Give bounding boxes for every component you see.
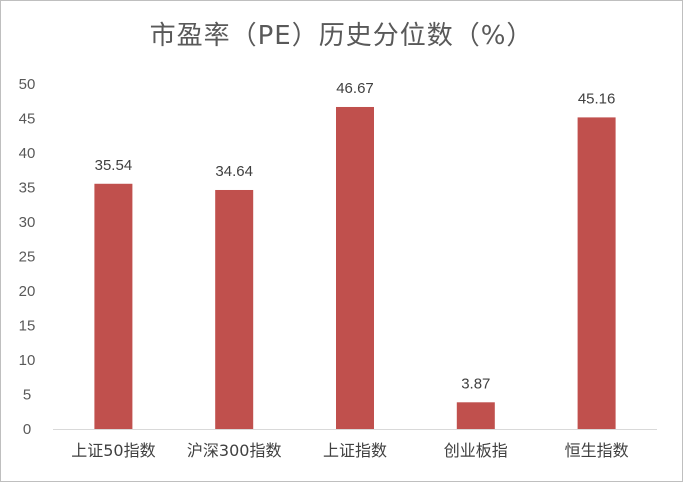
bar bbox=[336, 106, 374, 430]
bar bbox=[577, 117, 616, 430]
category-label: 创业板指 bbox=[444, 441, 508, 460]
y-tick-label: 35 bbox=[19, 180, 36, 197]
category-label: 上证指数 bbox=[323, 441, 387, 460]
y-tick-label: 0 bbox=[23, 421, 31, 438]
y-tick-label: 30 bbox=[19, 214, 36, 231]
category-label: 恒生指数 bbox=[565, 441, 629, 460]
y-tick-label: 40 bbox=[19, 145, 36, 162]
y-tick-label: 50 bbox=[19, 76, 36, 93]
bar bbox=[456, 402, 495, 429]
data-label: 34.64 bbox=[215, 163, 253, 180]
data-label: 46.67 bbox=[336, 80, 374, 97]
data-label: 35.54 bbox=[95, 157, 133, 174]
y-tick-label: 45 bbox=[19, 111, 36, 128]
category-label: 上证50指数 bbox=[71, 441, 155, 460]
data-label: 3.87 bbox=[461, 375, 490, 392]
data-label: 45.16 bbox=[578, 90, 616, 107]
chart-title: 市盈率（PE）历史分位数（%） bbox=[149, 21, 534, 51]
y-tick-label: 10 bbox=[19, 352, 36, 369]
bar bbox=[215, 189, 254, 429]
bar bbox=[94, 183, 133, 429]
y-tick-label: 5 bbox=[23, 387, 31, 404]
y-tick-label: 20 bbox=[19, 283, 36, 300]
y-tick-label: 15 bbox=[19, 318, 36, 335]
category-label: 沪深300指数 bbox=[187, 441, 282, 460]
y-tick-label: 25 bbox=[19, 249, 36, 266]
